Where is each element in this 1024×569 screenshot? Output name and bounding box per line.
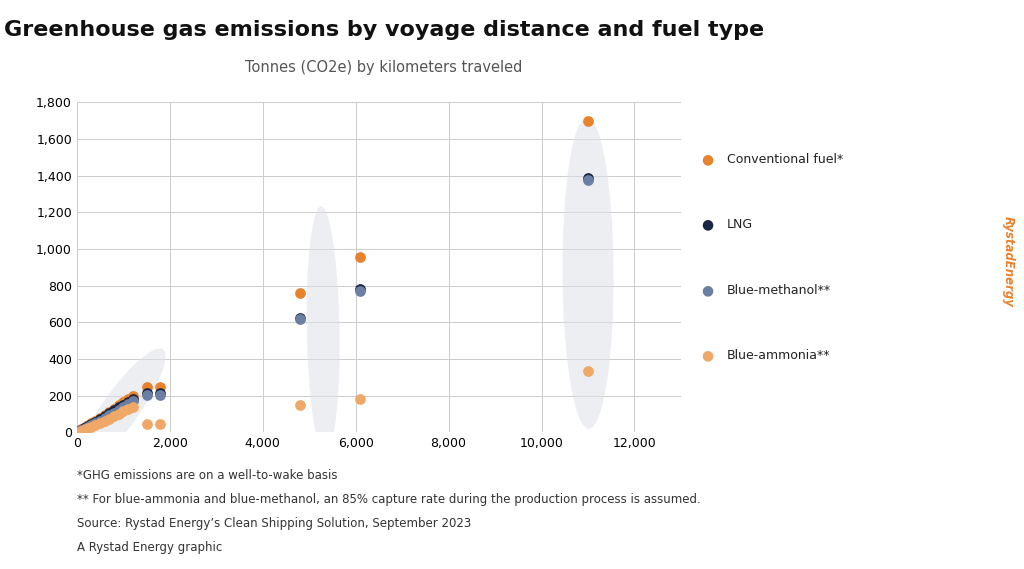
Conventional fuel* — [111, 401, 127, 410]
Blue-ammonia** — [74, 426, 90, 435]
Blue-methanol** — [83, 420, 99, 430]
Ellipse shape — [562, 117, 613, 428]
Blue-ammonia** — [92, 418, 109, 427]
Conventional fuel* — [138, 382, 155, 391]
Blue-ammonia** — [138, 420, 155, 429]
Blue-methanol** — [87, 418, 103, 427]
LNG — [352, 284, 369, 293]
Text: Conventional fuel*: Conventional fuel* — [727, 153, 844, 166]
Blue-ammonia** — [115, 407, 131, 416]
Blue-ammonia** — [120, 405, 136, 414]
LNG — [580, 173, 596, 182]
LNG — [71, 426, 87, 435]
Blue-ammonia** — [87, 420, 103, 429]
Blue-ammonia** — [292, 401, 308, 410]
LNG — [138, 389, 155, 398]
Blue-methanol** — [101, 411, 118, 420]
Conventional fuel* — [292, 288, 308, 298]
Text: LNG: LNG — [727, 218, 754, 231]
Text: Source: Rystad Energy’s Clean Shipping Solution, September 2023: Source: Rystad Energy’s Clean Shipping S… — [77, 517, 471, 530]
LNG — [76, 424, 92, 433]
Blue-methanol** — [120, 399, 136, 409]
LNG — [292, 314, 308, 323]
Conventional fuel* — [71, 426, 87, 435]
LNG — [105, 406, 122, 415]
Blue-methanol** — [352, 287, 369, 296]
Conventional fuel* — [74, 424, 90, 434]
Ellipse shape — [77, 348, 166, 469]
Blue-methanol** — [153, 390, 169, 399]
Blue-ammonia** — [105, 412, 122, 421]
Conventional fuel* — [153, 382, 169, 391]
Blue-ammonia** — [153, 420, 169, 429]
LNG — [153, 389, 169, 398]
Blue-ammonia** — [96, 417, 113, 426]
Blue-methanol** — [105, 408, 122, 417]
Conventional fuel* — [120, 395, 136, 404]
Blue-methanol** — [74, 426, 90, 435]
Text: RystadEnergy: RystadEnergy — [1002, 216, 1015, 307]
Blue-ammonia** — [352, 394, 369, 403]
Blue-ammonia** — [111, 410, 127, 419]
LNG — [96, 412, 113, 421]
Ellipse shape — [306, 207, 340, 453]
Blue-ammonia** — [101, 414, 118, 423]
Text: Greenhouse gas emissions by voyage distance and fuel type: Greenhouse gas emissions by voyage dista… — [4, 20, 764, 40]
Conventional fuel* — [115, 398, 131, 407]
LNG — [83, 420, 99, 429]
Blue-methanol** — [138, 390, 155, 399]
Conventional fuel* — [101, 408, 118, 417]
Blue-methanol** — [76, 424, 92, 434]
Blue-methanol** — [80, 422, 96, 431]
Blue-ammonia** — [580, 366, 596, 376]
Conventional fuel* — [76, 423, 92, 432]
Blue-ammonia** — [83, 422, 99, 431]
Blue-methanol** — [580, 176, 596, 185]
Conventional fuel* — [352, 253, 369, 262]
Conventional fuel* — [124, 391, 140, 401]
Blue-methanol** — [292, 314, 308, 323]
Text: Tonnes (CO2e) by kilometers traveled: Tonnes (CO2e) by kilometers traveled — [246, 60, 522, 75]
Conventional fuel* — [87, 416, 103, 425]
LNG — [92, 415, 109, 424]
Blue-methanol** — [71, 427, 87, 436]
Blue-methanol** — [96, 414, 113, 423]
LNG — [101, 409, 118, 418]
Text: Blue-methanol**: Blue-methanol** — [727, 284, 831, 296]
LNG — [80, 421, 96, 430]
Blue-ammonia** — [71, 427, 87, 436]
Conventional fuel* — [80, 420, 96, 430]
Blue-methanol** — [111, 405, 127, 414]
Conventional fuel* — [83, 419, 99, 428]
Conventional fuel* — [92, 413, 109, 422]
Text: ** For blue-ammonia and blue-methanol, an 85% capture rate during the production: ** For blue-ammonia and blue-methanol, a… — [77, 493, 700, 506]
LNG — [87, 417, 103, 426]
Blue-methanol** — [78, 423, 94, 432]
Blue-ammonia** — [124, 402, 140, 411]
LNG — [111, 403, 127, 412]
LNG — [120, 397, 136, 406]
Text: A Rystad Energy graphic: A Rystad Energy graphic — [77, 541, 222, 554]
Conventional fuel* — [96, 410, 113, 419]
Blue-ammonia** — [78, 424, 94, 434]
Text: ●: ● — [701, 218, 714, 232]
Blue-ammonia** — [76, 425, 92, 434]
Conventional fuel* — [78, 422, 94, 431]
Blue-methanol** — [124, 397, 140, 406]
Blue-methanol** — [92, 416, 109, 425]
LNG — [124, 394, 140, 403]
Text: *GHG emissions are on a well-to-wake basis: *GHG emissions are on a well-to-wake bas… — [77, 469, 337, 483]
Text: ●: ● — [701, 283, 714, 297]
Blue-methanol** — [115, 402, 131, 411]
Conventional fuel* — [105, 404, 122, 413]
LNG — [74, 425, 90, 434]
Text: Blue-ammonia**: Blue-ammonia** — [727, 349, 830, 362]
Blue-ammonia** — [80, 423, 96, 432]
Text: ●: ● — [701, 349, 714, 362]
Text: ●: ● — [701, 152, 714, 166]
Conventional fuel* — [580, 116, 596, 125]
LNG — [78, 423, 94, 432]
LNG — [115, 400, 131, 409]
